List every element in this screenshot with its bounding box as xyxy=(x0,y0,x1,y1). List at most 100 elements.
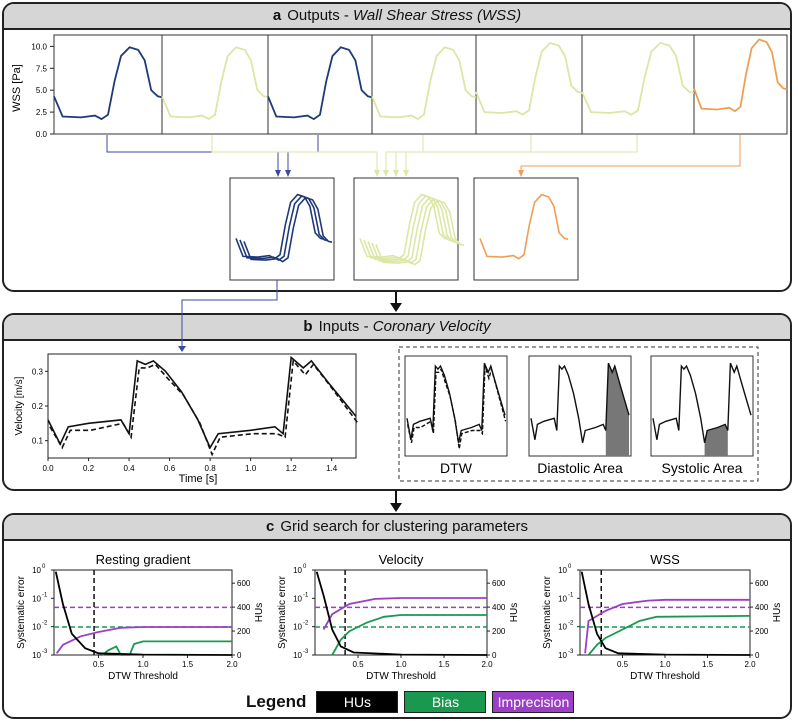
connector-arrowhead xyxy=(403,170,409,177)
hus-curve xyxy=(580,571,751,656)
tick-label: 1.4 xyxy=(326,464,338,473)
feature-boxes: DTW Diastolic Area Systolic Area xyxy=(398,346,759,482)
tick-label: 5.0 xyxy=(36,86,48,95)
connector-arrowhead xyxy=(285,170,291,177)
tick-label: 0 xyxy=(492,651,497,660)
grid-plot-frame xyxy=(314,569,488,656)
tick-exponent: -1 xyxy=(568,592,574,598)
legend: Legend HUs Bias Imprecision xyxy=(246,688,575,716)
tick-label: 10 xyxy=(558,651,567,660)
connector-line xyxy=(287,135,319,172)
panel-letter: a xyxy=(272,7,282,24)
connector-arrowhead xyxy=(275,170,281,177)
cluster-waveform xyxy=(359,193,449,260)
tick-exponent: -2 xyxy=(303,621,309,627)
wss-waveform-segment xyxy=(475,41,583,116)
y2-axis-label: HUs xyxy=(254,603,265,622)
tick-exponent: -2 xyxy=(568,621,574,627)
connector-line xyxy=(106,135,279,172)
tick-label: 0.5 xyxy=(617,660,629,669)
connector-arrowhead xyxy=(383,170,389,177)
panel-letter: b xyxy=(303,318,313,335)
legend-bias: Bias xyxy=(404,691,487,713)
velocity-measured-line xyxy=(47,355,357,450)
y2-axis-label: HUs xyxy=(509,603,520,622)
wss-cluster-boxes xyxy=(229,177,579,281)
tick-label: 1.5 xyxy=(438,660,450,669)
tick-exponent: -3 xyxy=(42,649,48,655)
tick-label: 0.5 xyxy=(352,660,364,669)
tick-label: 10 xyxy=(32,566,41,575)
cluster-box xyxy=(473,177,579,281)
wss-waveform-strip xyxy=(53,34,788,135)
feature-waveform xyxy=(530,362,630,443)
tick-label: 0.4 xyxy=(123,464,135,473)
tick-label: 400 xyxy=(755,603,769,612)
tick-label: 0 xyxy=(237,651,242,660)
tick-label: 600 xyxy=(755,579,769,588)
tick-label: 1.5 xyxy=(182,660,194,669)
grid-plot-frame xyxy=(579,569,751,656)
velocity-simulated-line xyxy=(49,358,359,457)
tick-label: 0.2 xyxy=(83,464,95,473)
legend-hus: HUs xyxy=(316,691,399,713)
tick-label: 1.0 xyxy=(137,660,149,669)
tick-label: 7.5 xyxy=(36,64,48,73)
y-axis-label: Systematic error xyxy=(277,575,288,648)
tick-label: 2.0 xyxy=(744,660,756,669)
imprecision-curve xyxy=(322,597,487,630)
wss-waveform-segment xyxy=(371,46,477,121)
tick-label: 10 xyxy=(558,623,567,632)
tick-label: 0.8 xyxy=(205,464,217,473)
tick-label: 0.5 xyxy=(93,660,105,669)
tick-label: 10 xyxy=(293,594,302,603)
panel-title-text: Outputs - xyxy=(287,7,354,24)
velocity-plot: Velocity [m/s] Time [s] 0.3 0.2 0.1 0.0 0.2 0… xyxy=(14,353,359,485)
tick-label: 600 xyxy=(492,579,506,588)
tick-exponent: -2 xyxy=(42,621,48,627)
tick-label: 10 xyxy=(558,566,567,575)
tick-label: 1.0 xyxy=(659,660,671,669)
panel-title-italic: Wall Shear Stress (WSS) xyxy=(353,7,522,24)
wss-ylabel: WSS [Pa] xyxy=(11,64,23,112)
connector-line xyxy=(405,135,638,172)
cluster-waveform xyxy=(375,199,465,266)
bias-curve xyxy=(331,614,487,656)
hus-curve xyxy=(315,571,488,656)
tick-label: 1.0 xyxy=(245,464,257,473)
feature-label: DTW xyxy=(440,460,473,476)
panel-a-title: a Outputs - Wall Shear Stress (WSS) xyxy=(4,4,790,30)
y-axis-label: Systematic error xyxy=(542,575,553,648)
tick-label: 200 xyxy=(492,627,506,636)
arrow-a-to-b xyxy=(390,292,402,312)
tick-label: 600 xyxy=(237,579,251,588)
tick-label: 1.2 xyxy=(286,464,298,473)
connector-arrowhead xyxy=(518,170,524,177)
feature-label: Systolic Area xyxy=(662,460,743,476)
wss-waveform-segment xyxy=(161,46,269,121)
tick-label: 2.5 xyxy=(36,108,48,117)
cluster-waveform xyxy=(367,196,457,263)
tick-label: 400 xyxy=(492,603,506,612)
tick-exponent: 0 xyxy=(42,564,46,570)
tick-label: 200 xyxy=(755,627,769,636)
tick-label: 0.1 xyxy=(32,437,44,446)
tick-label: 0.3 xyxy=(32,367,44,376)
x-axis-label: DTW Threshold xyxy=(366,671,436,682)
wss-axis: WSS [Pa] 10.0 7.5 5.0 2.5 0.0 xyxy=(11,35,55,139)
imprecision-curve xyxy=(55,626,232,654)
y2-axis-label: HUs xyxy=(772,603,783,622)
cluster-connectors xyxy=(106,135,741,177)
diastolic-area-fill xyxy=(605,363,629,456)
tick-label: 2.0 xyxy=(226,660,238,669)
imprecision-curve xyxy=(584,598,750,654)
tick-exponent: -1 xyxy=(42,592,48,598)
bias-curve xyxy=(102,640,232,656)
tick-label: 10 xyxy=(32,651,41,660)
subplot-title: Resting gradient xyxy=(96,552,191,567)
tick-exponent: 0 xyxy=(303,564,307,570)
tick-label: 0 xyxy=(755,651,760,660)
cluster-waveform xyxy=(479,193,569,260)
panel-letter: c xyxy=(266,518,275,535)
